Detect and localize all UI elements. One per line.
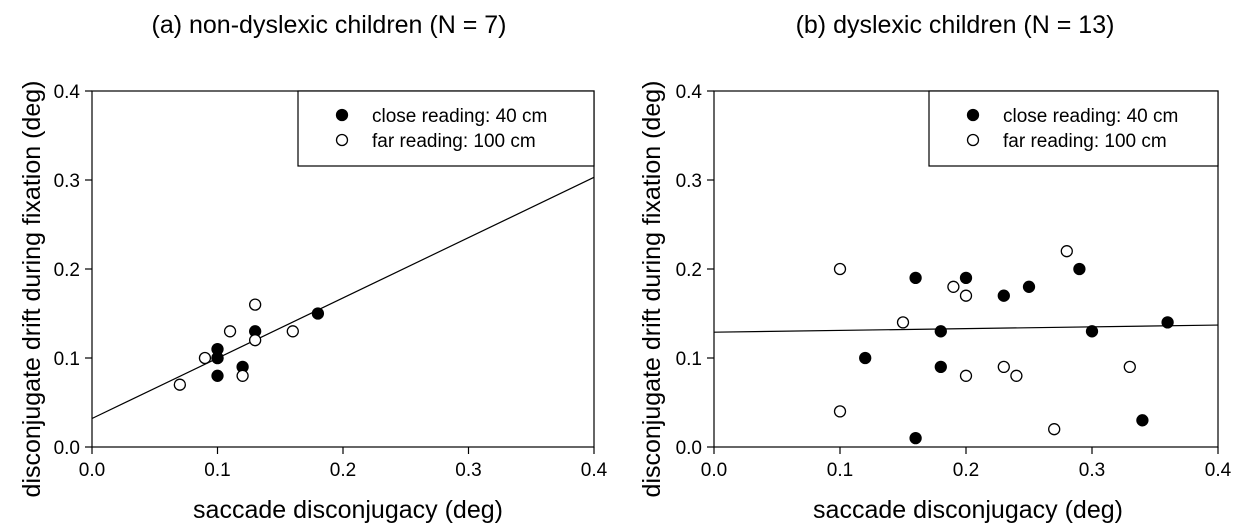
close-reading-point [1161, 316, 1174, 329]
legend: close reading: 40 cm far reading: 100 cm [297, 90, 595, 167]
far-reading-point [833, 405, 847, 418]
x-axis-label: saccade disconjugacy (deg) [193, 496, 503, 524]
x-tick-label: 0.4 [581, 460, 608, 481]
y-tick-label: 0.2 [676, 260, 702, 281]
far-reading-point [198, 351, 212, 365]
close-reading-point [909, 271, 922, 285]
close-reading-point [997, 289, 1010, 302]
far-reading-point [1123, 360, 1136, 374]
far-reading-point [248, 334, 262, 347]
far-reading-point [997, 360, 1010, 374]
y-tick-label: 0.1 [676, 349, 702, 370]
close-reading-point [859, 351, 872, 365]
legend-marker-filled [966, 108, 980, 122]
far-reading-point [173, 378, 187, 391]
legend-label: close reading: 40 cm [1003, 106, 1178, 127]
x-axis-label: saccade disconjugacy (deg) [813, 496, 1123, 524]
y-tick-label: 0.0 [676, 438, 702, 459]
y-tick-label: 0.2 [54, 260, 80, 281]
y-tick-label: 0.3 [676, 171, 702, 192]
legend-marker-open [966, 133, 980, 147]
close-reading-point [934, 360, 947, 374]
y-tick-label: 0.4 [54, 82, 81, 103]
close-reading-point [211, 351, 224, 365]
y-tick-label: 0.1 [54, 349, 80, 370]
close-reading-point [934, 325, 947, 338]
far-reading-point [947, 280, 960, 293]
far-reading-point [1010, 369, 1023, 382]
close-reading-point [909, 431, 922, 445]
close-reading-point [1073, 262, 1086, 276]
close-reading-point [1136, 414, 1149, 427]
x-tick-label: 0.0 [701, 460, 727, 481]
far-reading-point [223, 325, 237, 338]
x-tick-label: 0.2 [953, 460, 979, 481]
close-reading-point [211, 369, 224, 382]
legend-marker-open [335, 133, 349, 147]
far-reading-point [1060, 245, 1073, 258]
regression-line [91, 176, 595, 420]
far-reading-point [248, 298, 262, 311]
far-reading-point [236, 369, 249, 382]
far-reading-point [959, 369, 973, 382]
y-tick-label: 0.0 [54, 438, 80, 459]
far-reading-point [896, 316, 910, 329]
legend-box [297, 90, 595, 167]
legend-label: close reading: 40 cm [372, 106, 547, 127]
chart-title: (b) dyslexic children (N = 13) [796, 11, 1115, 39]
close-reading-point [1022, 280, 1036, 293]
panel-dyslexic: (b) dyslexic children (N = 13) 0.0 0.1 0.2 0… [638, 11, 1232, 524]
x-tick-label: 0.3 [1079, 460, 1105, 481]
panel-non-dyslexic: (a) non-dyslexic children (N = 7) 0.0 0.1 0… [18, 11, 608, 524]
x-tick-label: 0.1 [827, 460, 853, 481]
far-reading-point [959, 289, 973, 302]
x-tick-label: 0.2 [330, 460, 356, 481]
y-tick-label: 0.3 [54, 171, 80, 192]
y-tick-label: 0.4 [676, 82, 703, 103]
y-axis-label: disconjugate drift during fixation (deg) [638, 81, 666, 498]
y-axis-label: disconjugate drift during fixation (deg) [18, 81, 46, 498]
x-tick-label: 0.3 [455, 460, 481, 481]
legend-label: far reading: 100 cm [372, 131, 536, 152]
far-reading-point [1048, 423, 1061, 436]
far-reading-point [833, 262, 847, 276]
close-reading-point [959, 271, 973, 285]
legend-marker-filled [335, 108, 349, 122]
far-reading-point [286, 325, 299, 338]
legend-label: far reading: 100 cm [1003, 131, 1167, 152]
chart-title: (a) non-dyslexic children (N = 7) [152, 11, 507, 39]
legend: close reading: 40 cm far reading: 100 cm [928, 90, 1219, 167]
regression-line [713, 324, 1219, 333]
close-reading-point [311, 307, 325, 320]
x-tick-label: 0.0 [79, 460, 105, 481]
x-tick-label: 0.4 [1205, 460, 1232, 481]
close-reading-point [1085, 325, 1099, 338]
legend-box [928, 90, 1219, 167]
x-tick-label: 0.1 [204, 460, 230, 481]
